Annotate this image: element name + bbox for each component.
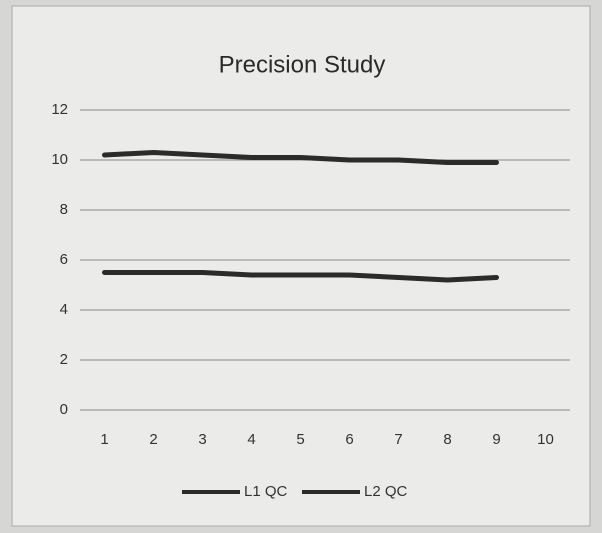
x-tick-label: 6 — [345, 431, 353, 448]
y-tick-label: 4 — [60, 301, 68, 318]
x-tick-label: 3 — [198, 431, 206, 448]
x-tick-label: 10 — [537, 431, 554, 448]
x-tick-label: 4 — [247, 431, 255, 448]
y-tick-label: 2 — [60, 351, 68, 368]
series-line — [102, 270, 499, 283]
y-tick-label: 0 — [60, 401, 68, 418]
series-line — [102, 150, 499, 165]
x-tick-label: 1 — [100, 431, 108, 448]
x-tick-label: 9 — [492, 431, 500, 448]
legend-label: L1 QC — [244, 483, 288, 500]
x-tick-label: 8 — [443, 431, 451, 448]
x-tick-label: 5 — [296, 431, 304, 448]
x-tick-label: 7 — [394, 431, 402, 448]
chart-title: Precision Study — [219, 51, 386, 78]
y-tick-label: 12 — [51, 101, 68, 118]
legend-label: L2 QC — [364, 483, 408, 500]
y-tick-label: 10 — [51, 151, 68, 168]
y-tick-label: 8 — [60, 201, 68, 218]
chart-area — [11, 5, 591, 527]
y-tick-label: 6 — [60, 251, 68, 268]
x-tick-label: 2 — [149, 431, 157, 448]
